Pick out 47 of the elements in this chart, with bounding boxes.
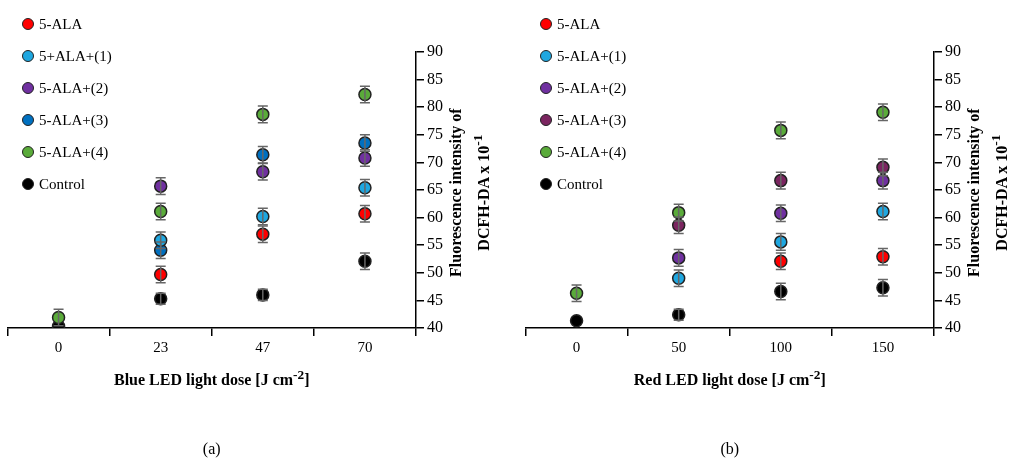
y-tick-label: 50 — [427, 263, 443, 280]
y-tick-label: 70 — [427, 152, 443, 170]
point — [569, 314, 584, 328]
y-tick-label: 80 — [427, 97, 443, 115]
y-tick-label: 60 — [427, 207, 443, 225]
x-tick-label: 0 — [572, 338, 581, 355]
y-tick-label: 50 — [945, 263, 961, 280]
y-tick-label: 45 — [945, 290, 961, 308]
legend-label: 5-ALA+(4) — [39, 143, 109, 161]
y-tick-label: 55 — [945, 235, 961, 253]
y-tick-label: 65 — [945, 180, 961, 198]
legend-label: 5-ALA — [557, 15, 601, 33]
legend-label: 5+ALA+(1) — [39, 47, 112, 65]
legend-label: 5-ALA — [39, 15, 83, 33]
y-tick-label: 90 — [945, 42, 961, 60]
legend-label: 5-ALA+(3) — [39, 111, 109, 129]
text: (b) — [720, 440, 740, 458]
y-tick-label: 80 — [945, 97, 961, 115]
legend-label: Control — [39, 175, 85, 193]
x-axis-title: Blue LED light dose [J cm$^{-2}$] — [113, 367, 310, 390]
y-tick-label: 75 — [427, 125, 443, 142]
y-tick-label: 45 — [427, 290, 443, 308]
y-tick-label: 85 — [427, 69, 443, 87]
y-tick-label: 40 — [427, 318, 443, 336]
legend-label: Control — [557, 175, 603, 193]
x-tick-label: 100 — [769, 338, 793, 355]
legend-label: 5-ALA+(2) — [39, 79, 109, 97]
y-tick-label: 70 — [945, 152, 961, 170]
legend-label: 5-ALA+(3) — [557, 111, 627, 129]
text: (a) — [202, 440, 221, 458]
y-tick-label: 65 — [427, 180, 443, 198]
legend-label: 5-ALA+(1) — [557, 47, 627, 65]
x-tick-label: 0 — [54, 338, 63, 355]
legend-label: 5-ALA+(2) — [557, 79, 627, 97]
x-tick-label: 150 — [871, 338, 895, 355]
y-tick-label: 85 — [945, 69, 961, 87]
y-tick-label: 75 — [945, 125, 961, 142]
x-axis-title: Red LED light dose [J cm$^{-2}$] — [633, 367, 826, 390]
x-tick-label: 47 — [255, 338, 271, 355]
y-tick-label: 55 — [427, 235, 443, 253]
x-tick-label: 50 — [671, 338, 687, 355]
legend-label: 5-ALA+(4) — [557, 143, 627, 161]
y-tick-label: 40 — [945, 318, 961, 336]
y-tick-label: 60 — [945, 207, 961, 225]
x-tick-label: 23 — [153, 338, 169, 355]
y-tick-label: 90 — [427, 42, 443, 60]
x-tick-label: 70 — [357, 338, 373, 355]
